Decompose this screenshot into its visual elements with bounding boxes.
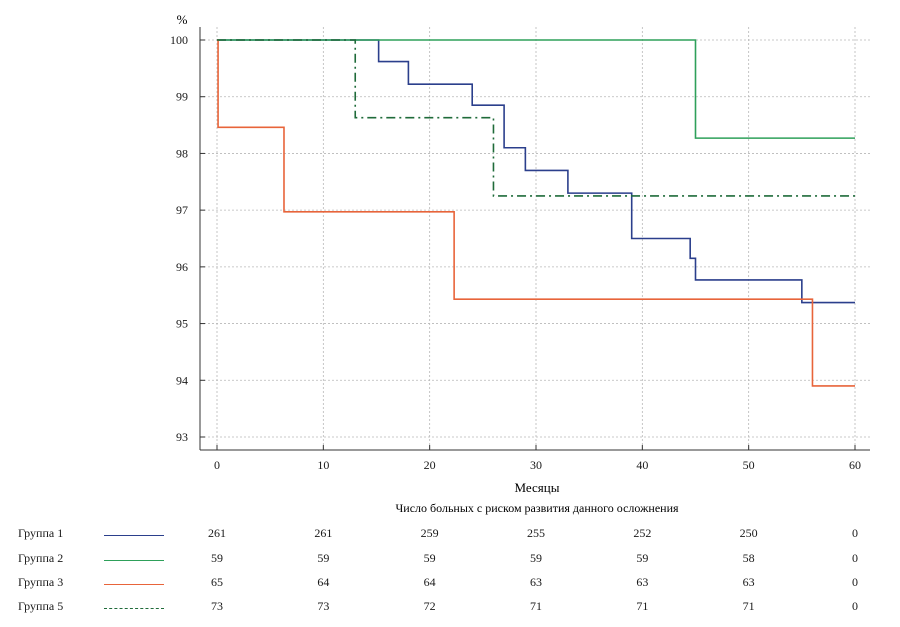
- risk-cell: 71: [530, 599, 542, 613]
- risk-cell: 59: [530, 551, 542, 565]
- y-tick-label: 93: [176, 430, 188, 444]
- y-tick-label: 96: [176, 260, 188, 274]
- x-axis-label: Месяцы: [515, 480, 560, 495]
- legend-swatch: [104, 584, 164, 585]
- risk-cell: 63: [636, 575, 649, 589]
- series-line-3: [217, 39, 855, 387]
- risk-cell: 58: [742, 551, 755, 565]
- risk-cell: 250: [739, 526, 758, 540]
- legend-swatch: [104, 535, 164, 536]
- risk-table-row: Группа 1 261 261 259 255 252 250 0: [0, 526, 900, 546]
- x-tick-label: 0: [214, 458, 220, 472]
- grid-lines: [200, 27, 870, 450]
- risk-table-title: Число больных с риском развития данного …: [395, 501, 679, 515]
- series-lines: [217, 39, 855, 387]
- x-tick-label: 40: [636, 458, 648, 472]
- risk-cell: 0: [852, 526, 858, 540]
- y-tick-label: 98: [176, 146, 188, 160]
- y-tick-labels: 93 94 95 96 97 98 99 100: [170, 33, 188, 444]
- x-tick-label: 50: [743, 458, 755, 472]
- risk-cell: 63: [742, 575, 755, 589]
- series-line-4: [217, 39, 855, 197]
- x-tick-label: 30: [530, 458, 542, 472]
- risk-cell: 0: [852, 599, 858, 613]
- x-tick-label: 60: [849, 458, 861, 472]
- risk-row-label: Группа 3: [18, 575, 64, 589]
- risk-table-row: Группа 2 59 59 59 59 59 58 0: [0, 551, 900, 571]
- risk-table-row: Группа 3 65 64 64 63 63 63 0: [0, 575, 900, 595]
- risk-cell: 63: [530, 575, 542, 589]
- risk-cell: 72: [423, 599, 436, 613]
- risk-cell: 65: [211, 575, 223, 589]
- risk-cell: 59: [317, 551, 330, 565]
- risk-table-row: Группа 5 73 73 72 71 71 71 0: [0, 599, 900, 619]
- series-line-1: [217, 39, 855, 304]
- risk-row-label: Группа 5: [18, 599, 64, 613]
- risk-cell: 64: [423, 575, 436, 589]
- y-tick-label: 100: [170, 33, 188, 47]
- risk-cell: 73: [211, 599, 223, 613]
- risk-cell: 59: [423, 551, 436, 565]
- y-tick-label: 95: [176, 317, 188, 331]
- risk-cell: 259: [420, 526, 439, 540]
- risk-cell: 71: [742, 599, 755, 613]
- x-tick-label: 10: [317, 458, 329, 472]
- risk-cell: 255: [527, 526, 545, 540]
- y-tick-label: 99: [176, 90, 188, 104]
- risk-cell: 59: [636, 551, 649, 565]
- series-line-2: [217, 39, 855, 139]
- legend-swatch: [104, 560, 164, 561]
- risk-cell: 73: [317, 599, 330, 613]
- legend-swatch: [104, 608, 164, 609]
- x-tick-label: 20: [424, 458, 436, 472]
- risk-cell: 71: [636, 599, 649, 613]
- axes: [199, 27, 870, 451]
- risk-cell: 0: [852, 551, 858, 565]
- risk-cell: 59: [211, 551, 223, 565]
- y-tick-label: 94: [176, 373, 188, 387]
- risk-cell: 64: [317, 575, 330, 589]
- y-tick-label: 97: [176, 203, 188, 217]
- risk-cell: 261: [314, 526, 333, 540]
- risk-row-label: Группа 2: [18, 551, 64, 565]
- risk-cell: 261: [208, 526, 226, 540]
- y-axis-label: %: [177, 12, 188, 27]
- risk-row-label: Группа 1: [18, 526, 64, 540]
- risk-cell: 252: [633, 526, 652, 540]
- risk-cell: 0: [852, 575, 858, 589]
- x-tick-labels: 0 10 20 30 40 50 60: [214, 458, 861, 472]
